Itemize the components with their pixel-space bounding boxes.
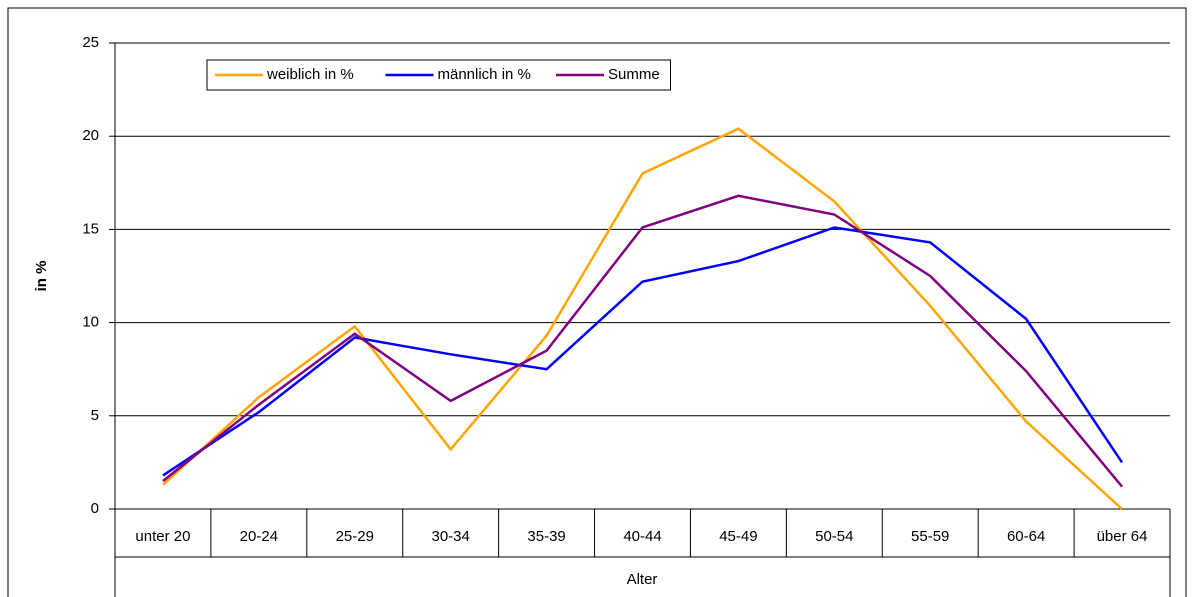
x-tick-label: 40-44 <box>623 528 661 545</box>
y-tick-label: 10 <box>82 314 99 331</box>
y-axis-label: in % <box>33 261 50 292</box>
x-tick-label: 30-34 <box>431 528 469 545</box>
x-tick-label: 20-24 <box>240 528 278 545</box>
y-tick-label: 25 <box>82 34 99 51</box>
x-tick-label: 35-39 <box>527 528 565 545</box>
x-tick-label: 60-64 <box>1007 528 1045 545</box>
chart-frame <box>7 7 1187 597</box>
y-tick-label: 5 <box>91 407 99 424</box>
legend-label: männlich in % <box>438 66 531 83</box>
x-axis-label: Alter <box>627 571 658 588</box>
x-tick-label: 55-59 <box>911 528 949 545</box>
x-tick-label: 25-29 <box>336 528 374 545</box>
legend-label: Summe <box>608 66 660 83</box>
x-tick-label: 50-54 <box>815 528 853 545</box>
series-line <box>162 127 1123 510</box>
x-tick-label: über 64 <box>1097 528 1148 545</box>
y-tick-label: 0 <box>91 500 99 517</box>
x-tick-label: 45-49 <box>719 528 757 545</box>
y-tick-label: 15 <box>82 220 99 237</box>
series-line <box>162 194 1123 488</box>
x-tick-label: unter 20 <box>135 528 190 545</box>
legend-label: weiblich in % <box>266 66 354 83</box>
series-line <box>162 226 1124 477</box>
y-tick-label: 20 <box>82 127 99 144</box>
